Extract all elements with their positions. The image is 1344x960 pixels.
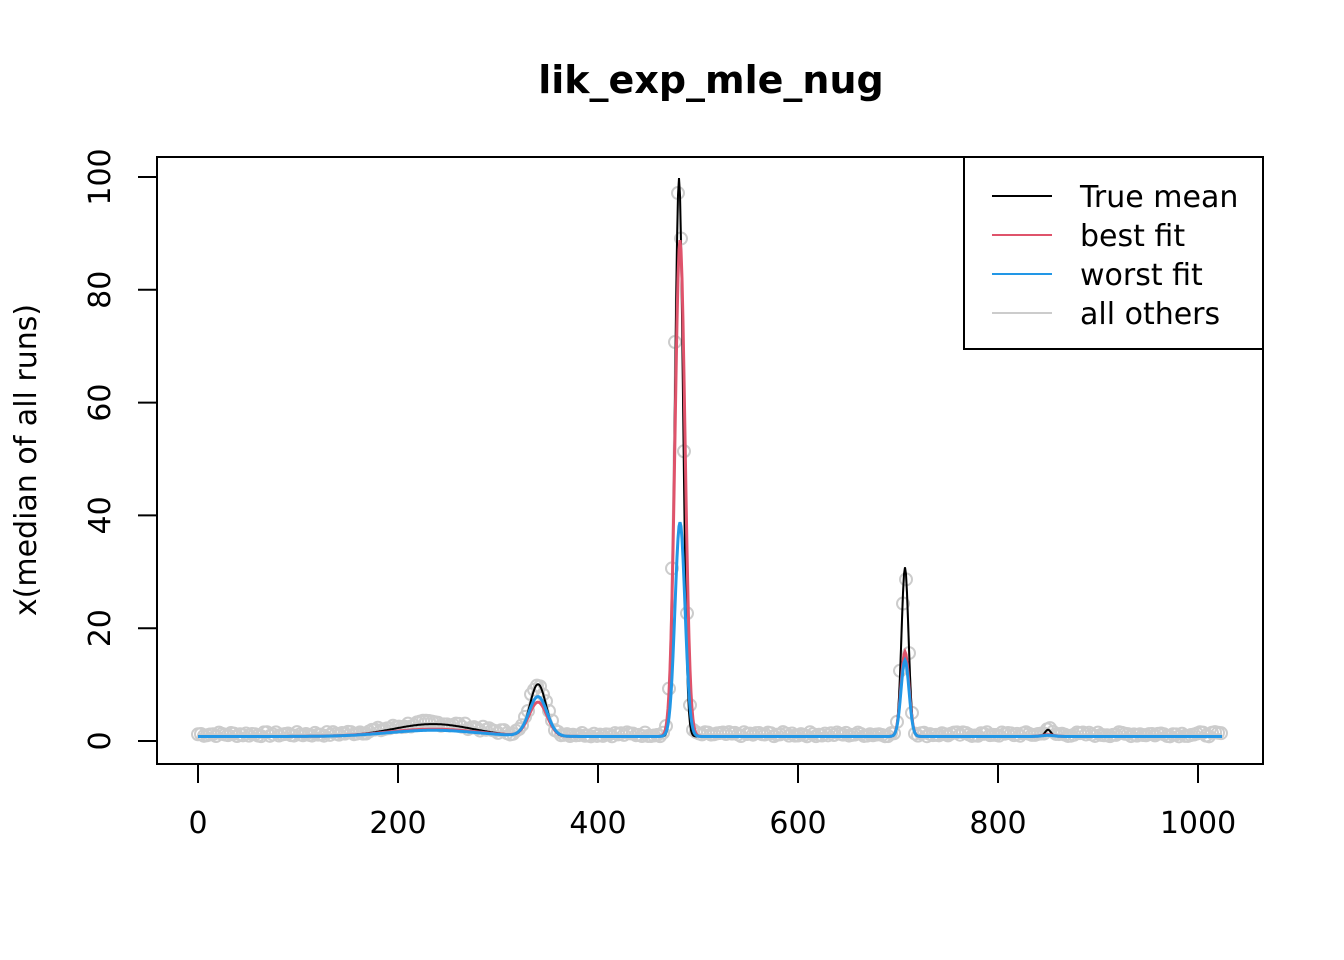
y-tick-label: 20	[83, 609, 118, 647]
x-tick-label: 600	[769, 806, 826, 841]
legend-label: best fit	[1080, 219, 1185, 254]
data-point	[1214, 726, 1228, 741]
legend-label: True mean	[1079, 180, 1238, 215]
y-tick-label: 100	[83, 148, 118, 205]
x-tick-label: 200	[369, 806, 426, 841]
legend-box	[963, 156, 1264, 350]
legend: True mean best fit worst fit all others	[963, 156, 1264, 350]
x-tick-label: 1000	[1160, 806, 1236, 841]
x-tick-label: 400	[569, 806, 626, 841]
x-axis: 0 200 400 600 800 1000	[188, 763, 1236, 841]
x-tick-label: 0	[188, 806, 207, 841]
y-tick-label: 60	[83, 384, 118, 422]
legend-label: worst fit	[1080, 258, 1203, 293]
series-lines	[198, 178, 1222, 738]
series-line-all-others	[198, 181, 1222, 736]
x-tick-label: 800	[969, 806, 1026, 841]
y-axis: 0 20 40 60 80 100	[83, 148, 158, 751]
chart-title: lik_exp_mle_nug	[538, 58, 884, 102]
series-line-worst-fit	[198, 521, 1222, 738]
y-axis-label: x(median of all runs)	[9, 304, 44, 616]
legend-label: all others	[1080, 297, 1220, 332]
y-tick-label: 0	[83, 731, 118, 750]
data-point	[656, 725, 670, 740]
y-tick-label: 40	[83, 496, 118, 534]
data-point	[515, 718, 529, 733]
y-tick-label: 80	[83, 271, 118, 309]
data-point	[512, 721, 526, 736]
